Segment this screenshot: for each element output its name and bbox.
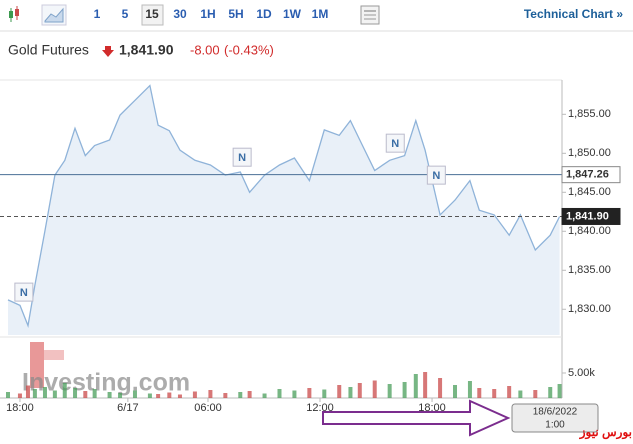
x-tick-label: 06:00 xyxy=(194,402,222,414)
watermark: Investing.com xyxy=(22,369,190,397)
volume-bar xyxy=(6,392,10,398)
x-tick-label: 12:00 xyxy=(306,402,334,414)
cursor-time: 1:00 xyxy=(545,420,565,431)
y-tick-label: 1,840.00 xyxy=(568,225,611,237)
y-tick-label: 1,855.00 xyxy=(568,108,611,120)
volume-bar xyxy=(357,383,362,398)
volume-bar xyxy=(238,392,243,398)
x-tick-label: 18:00 xyxy=(6,402,34,414)
candle-icon[interactable] xyxy=(9,6,19,22)
technical-chart-link[interactable]: Technical Chart » xyxy=(524,7,623,21)
cursor-box xyxy=(511,403,599,433)
volume-bar xyxy=(42,387,47,398)
volume-bar xyxy=(477,388,482,398)
news-marker-label: N xyxy=(238,152,246,164)
volume-bar xyxy=(192,391,197,398)
news-marker[interactable] xyxy=(385,133,405,153)
volume-bar xyxy=(557,384,562,398)
volume-bar xyxy=(348,387,353,398)
interval-button[interactable]: 1H xyxy=(200,7,215,21)
interval-button[interactable]: 5H xyxy=(228,7,243,21)
table-icon[interactable] xyxy=(360,5,380,25)
volume-bar xyxy=(247,391,252,398)
volume-bar xyxy=(107,392,112,398)
interval-button[interactable]: 15 xyxy=(145,7,159,21)
volume-bar xyxy=(262,393,267,398)
interval-button[interactable]: 30 xyxy=(173,7,187,21)
down-arrow xyxy=(102,46,114,57)
volume-bar xyxy=(322,389,327,398)
volume-bar xyxy=(62,383,67,398)
price-level-tag xyxy=(561,207,621,225)
volume-bar xyxy=(52,390,57,398)
price-change-pct: (-0.43%) xyxy=(224,42,274,57)
volume-bar xyxy=(507,386,512,398)
news-marker-label: N xyxy=(391,138,399,150)
volume-bar xyxy=(402,382,407,398)
volume-bar xyxy=(177,394,182,398)
volume-bar xyxy=(208,390,213,398)
volume-bar xyxy=(277,389,282,398)
volume-bar xyxy=(533,390,538,398)
interval-button[interactable]: 1M xyxy=(312,7,329,21)
x-tick-label: 18:00 xyxy=(418,402,446,414)
price-level-tag xyxy=(561,166,621,184)
area xyxy=(8,85,560,335)
volume-bar xyxy=(438,378,443,398)
instrument-name: Gold Futures xyxy=(8,42,89,58)
interval-button[interactable]: 1 xyxy=(94,7,101,21)
y-tick-label: 1,845.00 xyxy=(568,186,611,198)
volume-bar xyxy=(453,385,458,398)
price-change: -8.00 xyxy=(190,42,220,57)
last-price: 1,841.90 xyxy=(119,42,174,58)
volume-bar xyxy=(372,380,377,398)
volume-bar xyxy=(118,393,123,398)
news-marker-label: N xyxy=(432,170,440,182)
price-level-label: 1,847.26 xyxy=(566,169,609,181)
news-marker-label: N xyxy=(20,287,28,299)
volume-bar xyxy=(167,392,172,398)
volume-bar xyxy=(518,390,523,398)
news-marker[interactable] xyxy=(14,282,34,302)
volume-bar xyxy=(32,389,37,398)
news-marker[interactable] xyxy=(232,147,252,167)
volume-bar xyxy=(147,393,152,398)
volume-bar xyxy=(83,391,88,398)
area-icon[interactable] xyxy=(41,4,67,26)
cursor-date: 18/6/2022 xyxy=(533,407,578,418)
watermark-logo xyxy=(30,342,64,388)
volume-bar xyxy=(492,389,497,398)
volume-bar xyxy=(92,389,97,398)
interval-button[interactable]: 5 xyxy=(122,7,129,21)
volume-bar xyxy=(467,381,472,398)
selected-interval xyxy=(141,4,164,26)
volume-bar xyxy=(292,390,297,398)
volume-bar xyxy=(307,388,312,398)
volume-bar xyxy=(132,390,137,398)
y-tick-label: 1,835.00 xyxy=(568,264,611,276)
overlay-text: بورس نيوز xyxy=(579,425,632,440)
volume-bar xyxy=(25,385,30,398)
price-level-label: 1,841.90 xyxy=(566,210,609,222)
y-tick-label: 1,830.00 xyxy=(568,303,611,315)
x-tick-label: 6/17 xyxy=(117,402,138,414)
volume-bar xyxy=(223,393,228,398)
interval-button[interactable]: 1W xyxy=(283,7,302,21)
volume-bar xyxy=(73,388,78,398)
volume-bar xyxy=(413,374,418,398)
highlight-arrow xyxy=(322,399,511,437)
volume-tick-label: 5.00k xyxy=(568,367,595,379)
y-tick-label: 1,850.00 xyxy=(568,147,611,159)
volume-bar xyxy=(156,394,161,398)
volume-bar xyxy=(387,384,392,398)
volume-bar xyxy=(337,385,342,398)
volume-bar xyxy=(548,387,553,398)
volume-bar xyxy=(17,393,22,398)
news-marker[interactable] xyxy=(426,165,446,185)
interval-button[interactable]: 1D xyxy=(256,7,272,21)
volume-bar xyxy=(423,372,428,398)
